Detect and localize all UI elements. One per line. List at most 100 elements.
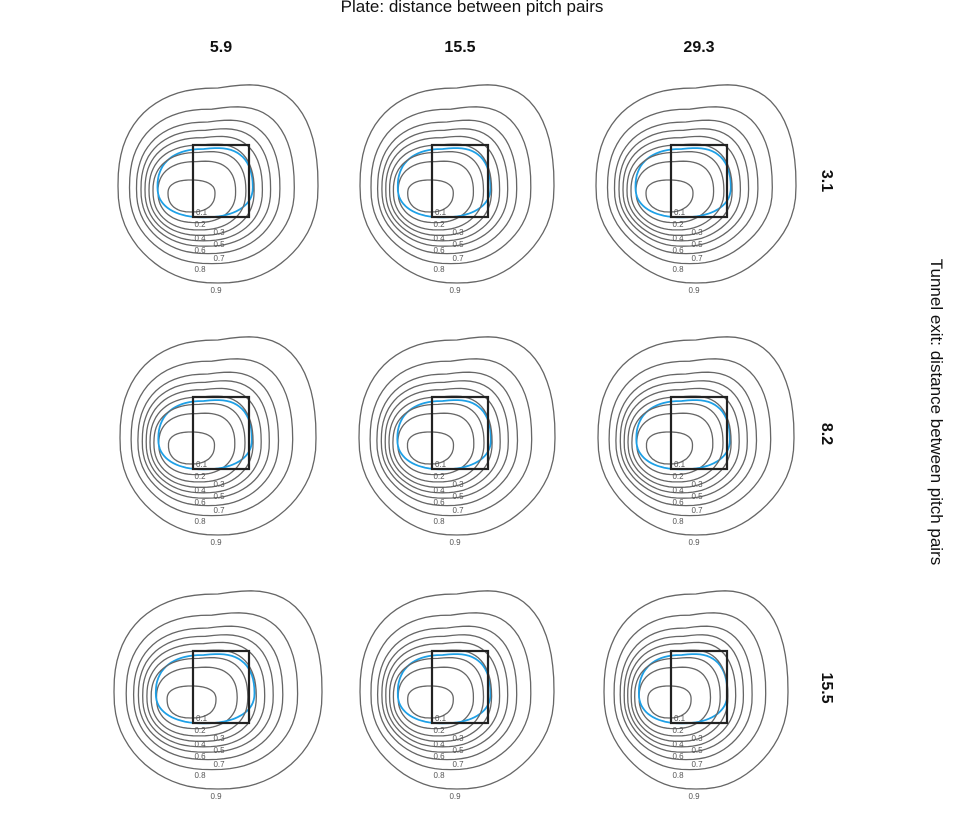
col-label-1: 5.9 [210,39,232,56]
contour-label-0.9: 0.9 [449,792,461,801]
highlight-contour [635,399,731,471]
contour-line-0.5 [384,387,501,494]
highlight-contour [157,399,253,471]
contour-label-0.9: 0.9 [688,792,700,801]
contour-label-0.4: 0.4 [433,234,445,243]
contour-line-0.3 [392,657,485,737]
contour-label-0.5: 0.5 [213,492,225,501]
highlight-contour [396,399,492,471]
facet-panel-r1-c3: 0.1 0.2 0.3 0.4 0.5 0.6 0.7 0.8 0.9 [595,84,797,295]
contour-line-0.8 [608,358,772,517]
col-label-3: 29.3 [683,39,714,56]
contour-line-0.3 [634,657,721,737]
facet-panel-r2-c3: 0.1 0.2 0.3 0.4 0.5 0.6 0.7 0.8 0.9 [597,336,795,547]
contour-line-0.1 [645,179,694,213]
chart-title: Plate: distance between pitch pairs [341,0,604,16]
contour-line-0.1 [406,431,455,465]
contour-line-0.9 [603,590,789,790]
facet-panel-r3-c1: 0.1 0.2 0.3 0.4 0.5 0.6 0.7 0.8 0.9 [113,590,323,801]
contour-line-0.5 [144,135,264,242]
contour-line-0.6 [140,128,272,247]
contour-label-0.9: 0.9 [449,286,461,295]
contour-label-0.5: 0.5 [691,240,703,249]
contour-label-0.1: 0.1 [196,714,208,723]
contour-line-0.4 [388,143,493,236]
strike-zone [669,143,729,219]
contour-label-0.8: 0.8 [433,771,445,780]
contour-line-0.5 [623,387,740,494]
contour-label-0.4: 0.4 [194,486,206,495]
contour-label-0.1: 0.1 [674,208,686,217]
contour-line-0.8 [125,612,299,771]
contour-line-0.7 [132,625,284,761]
right-axis-label: Tunnel exit: distance between pitch pair… [927,259,946,566]
contour-line-0.8 [606,106,773,265]
row-label-2: 8.2 [818,423,835,445]
strike-zone [191,143,251,219]
contour-line-0.9 [117,84,319,284]
contour-label-0.7: 0.7 [691,506,703,515]
contour-line-0.4 [148,143,255,236]
contour-label-0.7: 0.7 [452,254,464,263]
contour-line-0.9 [597,336,795,536]
contour-label-0.1: 0.1 [435,208,447,217]
contour-label-0.5: 0.5 [691,746,703,755]
contour-label-0.2: 0.2 [433,726,445,735]
contour-label-0.1: 0.1 [435,460,447,469]
contour-line-0.9 [359,590,555,790]
contour-label-0.9: 0.9 [210,792,222,801]
contour-label-0.4: 0.4 [194,234,206,243]
strike-zone [191,649,251,725]
contour-label-0.1: 0.1 [196,460,208,469]
contour-line-0.1 [167,179,216,213]
contour-label-0.2: 0.2 [672,472,684,481]
contour-line-0.7 [615,371,758,507]
contour-label-0.2: 0.2 [433,472,445,481]
contour-label-0.6: 0.6 [433,752,445,761]
contour-line-0.4 [630,649,729,742]
contour-label-0.7: 0.7 [691,254,703,263]
contour-line-0.3 [153,403,246,483]
strike-zone [669,395,729,471]
row-label-3: 15.5 [818,672,835,703]
contour-line-0.9 [113,590,323,790]
contour-line-0.6 [619,380,748,499]
contour-label-0.2: 0.2 [194,726,206,735]
contour-line-0.9 [595,84,797,284]
contour-line-0.6 [380,380,509,499]
contour-label-0.9: 0.9 [449,538,461,547]
contour-label-0.4: 0.4 [433,740,445,749]
contour-line-0.5 [142,641,266,748]
facet-panel-r1-c1: 0.1 0.2 0.3 0.4 0.5 0.6 0.7 0.8 0.9 [117,84,319,295]
contour-line-0.6 [381,128,509,247]
contour-line-0.7 [376,119,518,255]
contour-line-0.9 [359,84,555,284]
contour-line-0.4 [149,395,254,488]
highlight-contour [637,653,729,725]
contour-label-0.5: 0.5 [452,240,464,249]
row-label-1: 3.1 [818,170,835,192]
contour-label-0.3: 0.3 [452,480,464,489]
contour-line-0.4 [388,395,493,488]
highlight-contour [396,653,492,725]
contour-line-0.4 [146,649,257,742]
contour-label-0.1: 0.1 [196,208,208,217]
contour-line-0.1 [166,685,217,719]
contour-line-0.8 [130,358,294,517]
contour-line-0.4 [626,143,733,236]
contour-label-0.6: 0.6 [672,246,684,255]
contour-line-0.5 [627,641,737,748]
contour-label-0.4: 0.4 [672,486,684,495]
contour-label-0.4: 0.4 [672,740,684,749]
contour-label-0.6: 0.6 [194,752,206,761]
contour-label-0.8: 0.8 [672,517,684,526]
contour-label-0.6: 0.6 [672,498,684,507]
contour-line-0.1 [647,685,692,719]
highlight-contour [154,653,256,725]
contour-line-0.3 [631,403,724,483]
contour-line-0.7 [376,625,518,761]
contour-line-0.1 [407,685,454,719]
contour-line-0.6 [141,380,270,499]
contour-line-0.3 [392,151,485,231]
